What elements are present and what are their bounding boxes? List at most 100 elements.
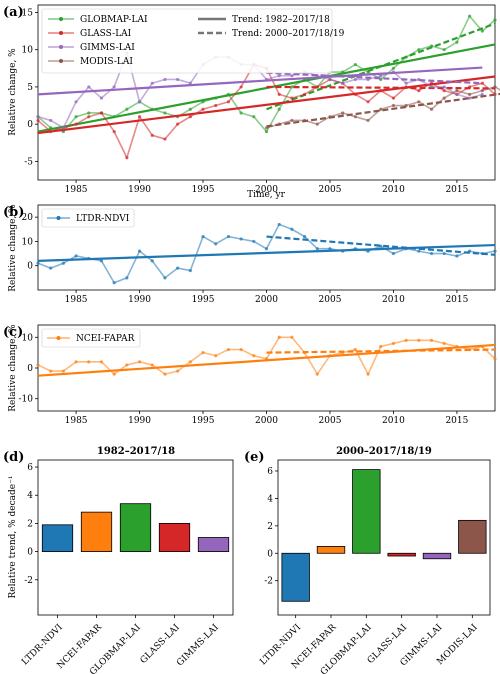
panel-b-xtick-label: 1995 (192, 295, 215, 305)
trend-full-ltdr-ndvi (37, 243, 496, 262)
series-gimms-lai-point (442, 85, 446, 89)
series-ncei-fapar-point (493, 357, 497, 361)
series-glass-lai-point (163, 137, 167, 141)
series-gimms-lai-point (112, 85, 116, 89)
legend-b: LTDR-NDVI (41, 208, 135, 228)
series-gimms-lai-point (87, 85, 91, 89)
panel-d-xtick-label: GIMMS-LAI (175, 622, 221, 668)
series-globmap-lai-point (442, 48, 446, 52)
panel-b-xtick-label: 1985 (65, 295, 88, 305)
bar-e-ncei-fapar (316, 546, 346, 554)
panel-a-ytick-label: 15 (22, 8, 34, 18)
series-modis-lai-point (455, 89, 459, 93)
series-modis-lai-point (442, 96, 446, 100)
series-ltdr-ndvi-point (264, 247, 269, 251)
series-ncei-fapar-point (125, 363, 129, 367)
series-gimms-lai-point (61, 126, 65, 130)
series-ltdr-ndvi-point (137, 249, 142, 253)
bar-d-ncei-fapar (80, 511, 113, 552)
series-ncei-fapar-point (315, 372, 319, 376)
series-gimms-lai-point (328, 77, 332, 82)
panel-c-xtick-label: 1995 (192, 416, 215, 426)
series-ncei-fapar-point (74, 360, 78, 364)
trend-recent-glass-lai (266, 85, 496, 90)
panel-a-ytick-label: -5 (24, 157, 33, 167)
series-glass-lai-point (214, 103, 218, 108)
panel-d-title: 1982–2017/18 (97, 446, 175, 457)
series-modis-lai-point (417, 100, 421, 104)
series-gimms-lai-point (188, 81, 192, 85)
series-ltdr-ndvi-point (150, 259, 154, 263)
series-glass-lai-point (417, 89, 421, 93)
series-ltdr-ndvi-point (277, 222, 281, 227)
series-gimms-lai-point (480, 92, 484, 96)
panel-e-ytick-label: 2 (267, 522, 273, 532)
series-gimms-lai-point (429, 85, 434, 89)
series-ncei-fapar-point (61, 369, 65, 373)
panel-b-label: (b) (3, 205, 24, 220)
series-ncei-fapar-point (214, 354, 218, 358)
series-gimms-lai-point (137, 100, 142, 104)
series-ncei-fapar-point (252, 354, 256, 358)
series-ncei-fapar-point (404, 338, 408, 342)
panel-c-ytick-label: 0 (27, 364, 33, 374)
series-ltdr-ndvi-point (328, 247, 332, 251)
series-glass-lai-point (36, 118, 40, 123)
panel-b-xtick-label: 2010 (382, 295, 405, 305)
legend-trend-recent: Trend: 2000–2017/18/19 (232, 29, 345, 39)
legend-marker-gimms (59, 45, 63, 49)
panel-d-ytick-label: 0 (27, 548, 33, 558)
series-ncei-fapar-point (201, 351, 205, 355)
legend-marker-glass (59, 31, 63, 35)
series-ncei-fapar-point (137, 360, 142, 364)
trend-recent-modis-lai (266, 92, 500, 128)
series-modis-lai-point (379, 107, 383, 111)
trend-full-gimms-lai (37, 66, 483, 96)
panel-e-ytick-label: 6 (267, 467, 273, 477)
series-ncei-fapar-point (277, 335, 281, 339)
series-ncei-fapar-point (150, 363, 154, 367)
series-ncei-fapar-point (49, 369, 53, 373)
series-ncei-fapar-point (188, 360, 192, 364)
series-globmap-lai-point (239, 111, 243, 115)
trend-recent-ltdr-ndvi (266, 235, 496, 256)
series-ltdr-ndvi-point (226, 234, 231, 239)
series-gimms-lai-point (74, 100, 78, 104)
series-gimms-lai-point (176, 77, 180, 82)
series-modis-lai-point (341, 111, 345, 115)
panel-a-ytick-label: 0 (27, 120, 33, 130)
panel-e-title: 2000–2017/18/19 (336, 446, 432, 457)
panel-d-ylabel: Relative trend, % decade⁻¹ (8, 476, 18, 599)
series-ltdr-ndvi-point (302, 234, 307, 239)
panel-a-ytick-label: 10 (22, 46, 34, 56)
panel-d-label: (d) (3, 450, 24, 465)
series-globmap-lai-point (87, 111, 91, 115)
legend-glass: GLASS-LAI (80, 29, 132, 39)
series-glass-lai-point (99, 111, 104, 115)
trend-recent-ncei-fapar (266, 348, 496, 354)
bar-d-ltdr-ndvi (41, 524, 74, 552)
panel-e-label: (e) (244, 450, 265, 465)
panel-d-ytick-label: 6 (27, 463, 33, 473)
legend-a: GLOBMAP-LAI GLASS-LAI GIMMS-LAI MODIS-LA… (41, 8, 345, 74)
series-ncei-fapar-point (112, 372, 116, 376)
panel-b-ylabel: Relative change, % (8, 204, 18, 292)
series-globmap-lai-point (264, 129, 269, 134)
series-modis-lai-point (468, 92, 472, 96)
series-modis-lai-point (391, 103, 396, 108)
series-glass-lai-point (176, 122, 180, 126)
series-modis-lai-point (429, 107, 434, 111)
panel-c-ytick-label: 10 (22, 333, 34, 343)
series-globmap-lai-point (74, 115, 78, 119)
series-ncei-fapar-point (163, 372, 167, 376)
series-glass-lai-point (302, 92, 307, 96)
legend-ncei: NCEI-FAPAR (76, 334, 135, 344)
bar-d-gimms-lai (197, 537, 230, 552)
panel-c-xtick-label: 1985 (65, 416, 88, 426)
series-ltdr-ndvi-point (214, 242, 218, 246)
series-glass-lai-point (137, 115, 142, 119)
panel-a-xtick-label: 1995 (192, 185, 215, 195)
series-gimms-lai-point (404, 81, 408, 85)
series-ltdr-ndvi-point (442, 251, 446, 256)
series-ltdr-ndvi-point (252, 239, 256, 244)
